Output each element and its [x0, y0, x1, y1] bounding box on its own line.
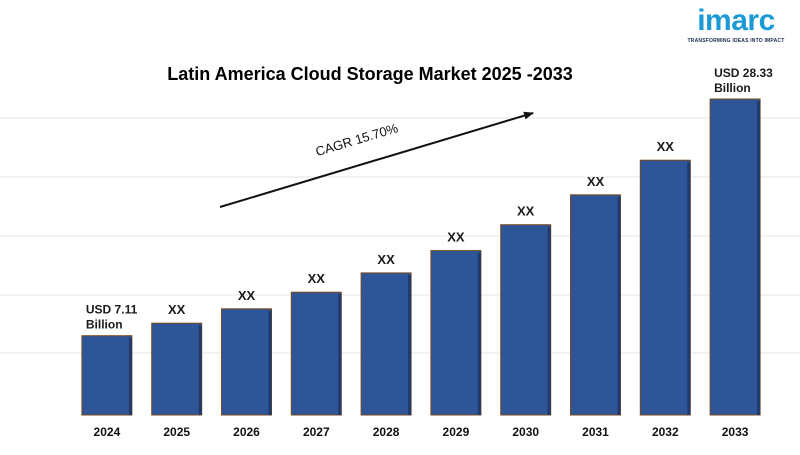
- data-labels: USD 7.11 Billion XX XX XX XX XX XX XX XX USD 28.33…: [86, 66, 773, 332]
- data-label-2026: XX: [238, 288, 256, 303]
- data-label-2025: XX: [168, 302, 186, 317]
- data-label-2028: XX: [377, 252, 395, 267]
- data-label-2024: USD 7.11 Billion: [86, 303, 138, 332]
- bar-2032: [639, 159, 691, 416]
- bar-shadow-2031: [617, 196, 621, 415]
- data-label-2033: USD 28.33 Billion: [714, 66, 773, 95]
- bar-2033: [709, 98, 761, 416]
- chart-title: Latin America Cloud Storage Market 2025 …: [167, 64, 572, 84]
- tick-label-2033: 2033: [722, 425, 749, 439]
- bar-2026: [221, 308, 272, 416]
- bar-shadow-2026: [268, 310, 272, 415]
- cagr-annotation: CAGR 15.70%: [219, 111, 534, 208]
- cagr-arrow: [219, 111, 534, 208]
- cagr-label: CAGR 15.70%: [314, 120, 400, 159]
- bar-shadow-2032: [687, 162, 691, 415]
- bar-shadow-2030: [547, 226, 551, 415]
- tick-label-2030: 2030: [512, 425, 539, 439]
- bar-2027: [290, 291, 342, 416]
- tick-label-2032: 2032: [652, 425, 679, 439]
- bar-2025: [151, 322, 203, 416]
- tick-label-2026: 2026: [233, 425, 260, 439]
- bar-shadow-2024: [128, 337, 132, 415]
- bar-2028: [360, 272, 412, 416]
- logo-wordmark: imarc: [697, 4, 775, 37]
- tick-label-2029: 2029: [443, 425, 470, 439]
- x-axis-ticks: 2024 2025 2026 2027 2028 2029 2030 2031 2032 2033: [94, 425, 749, 439]
- tick-label-2027: 2027: [303, 425, 330, 439]
- tick-label-2025: 2025: [163, 425, 190, 439]
- data-label-2027: XX: [308, 271, 326, 286]
- data-label-2029: XX: [447, 230, 465, 245]
- logo-tagline: TRANSFORMING IDEAS INTO IMPACT: [687, 38, 785, 44]
- tick-label-2031: 2031: [582, 425, 609, 439]
- data-label-2032: XX: [657, 139, 675, 154]
- bar-shadow-2029: [477, 252, 481, 415]
- bar-shadow-2025: [198, 325, 202, 415]
- bar-shadow-2028: [408, 274, 412, 415]
- bar-2030: [500, 224, 552, 416]
- data-label-2030: XX: [517, 204, 535, 219]
- bar-2031: [570, 194, 621, 416]
- bar-shadow-2027: [338, 294, 342, 415]
- bar-series: [81, 98, 761, 416]
- bar-shadow-2033: [757, 101, 761, 415]
- tick-label-2028: 2028: [373, 425, 400, 439]
- bar-2029: [430, 250, 482, 416]
- imarc-logo: imarc TRANSFORMING IDEAS INTO IMPACT: [686, 4, 786, 44]
- tick-label-2024: 2024: [94, 425, 121, 439]
- data-label-2031: XX: [587, 174, 605, 189]
- bar-2024: [81, 335, 133, 416]
